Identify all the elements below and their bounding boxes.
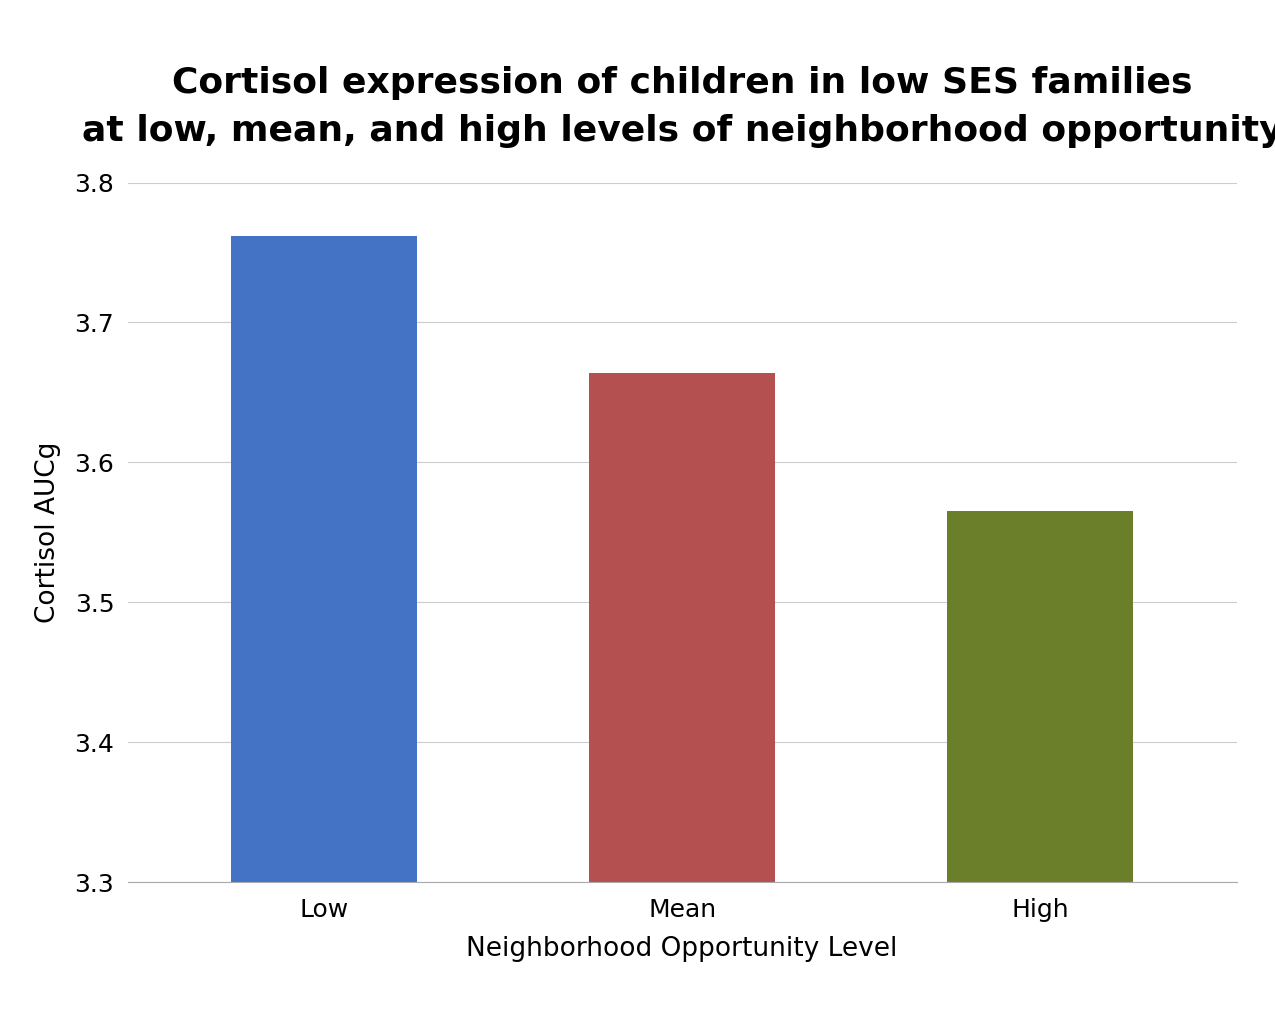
Y-axis label: Cortisol AUCg: Cortisol AUCg [34, 442, 60, 623]
Bar [947, 511, 1133, 882]
Bar [231, 235, 417, 882]
Bar [589, 373, 775, 882]
Title: Cortisol expression of children in low SES families
at low, mean, and high level: Cortisol expression of children in low S… [82, 66, 1275, 148]
X-axis label: Neighborhood Opportunity Level: Neighborhood Opportunity Level [467, 936, 898, 962]
